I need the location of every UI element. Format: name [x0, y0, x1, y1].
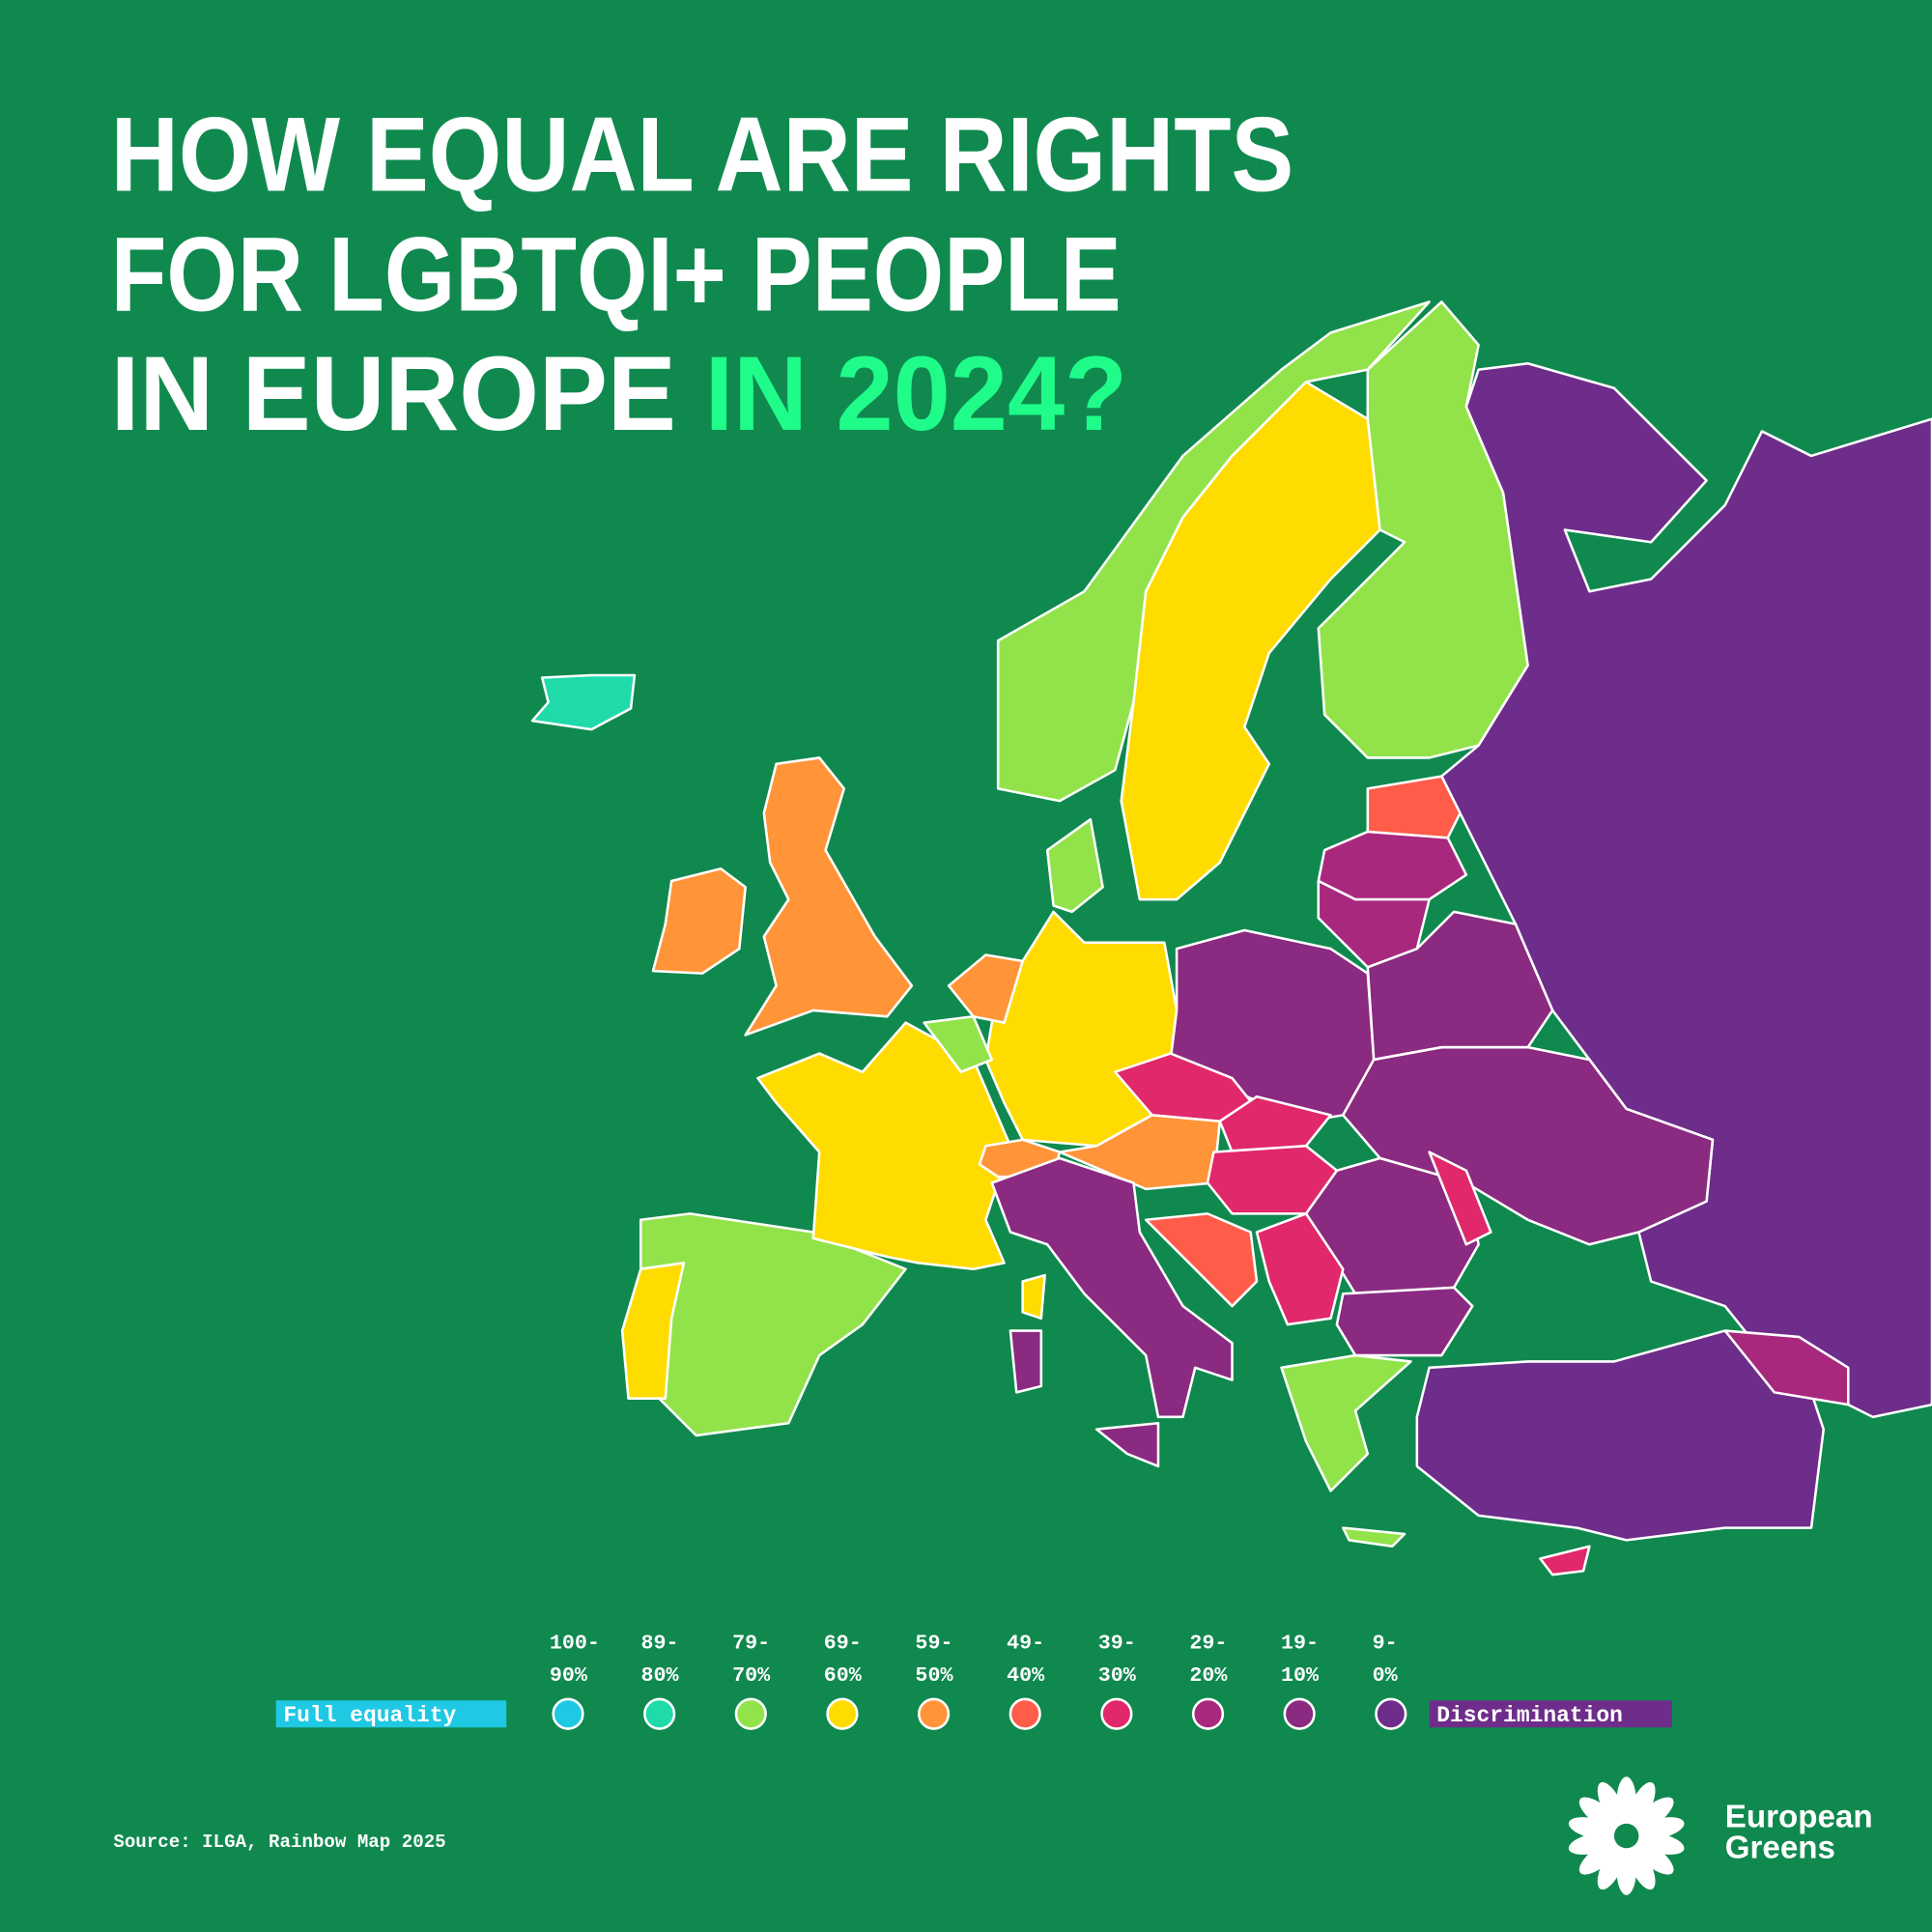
country — [1539, 1545, 1591, 1577]
legend-swatch — [1100, 1697, 1133, 1730]
legend-swatch — [1191, 1697, 1225, 1730]
legend-swatch — [1375, 1697, 1407, 1730]
country — [1120, 381, 1381, 901]
legend-bin-label: 69- — [824, 1632, 862, 1656]
country — [620, 1262, 686, 1400]
country — [1415, 1329, 1826, 1542]
legend-bin-label: 89- — [641, 1632, 679, 1656]
legend-swatch — [1009, 1697, 1041, 1730]
legend-bin-label: 39- — [1098, 1632, 1136, 1656]
legend-bin-label: 59- — [915, 1632, 952, 1656]
country — [990, 1156, 1234, 1419]
country — [947, 953, 1024, 1024]
title-line: IN EUROPE — [111, 335, 676, 453]
country — [1045, 817, 1104, 914]
country — [1280, 1353, 1412, 1492]
legend-bin-label: 9- — [1373, 1632, 1398, 1656]
country — [1021, 1273, 1046, 1321]
logo-flower — [1568, 1776, 1685, 1895]
country — [923, 1015, 994, 1073]
country — [1218, 1094, 1332, 1153]
country — [1342, 1526, 1406, 1548]
legend-bin-label: 29- — [1189, 1632, 1227, 1656]
legend-bin-label: 60% — [824, 1663, 863, 1688]
country — [1366, 775, 1462, 839]
title-line: FOR LGBTQI+ PEOPLE — [111, 215, 1122, 333]
country — [1723, 1329, 1850, 1406]
country — [744, 756, 914, 1037]
country — [651, 867, 747, 975]
country — [1144, 1212, 1259, 1308]
country — [1317, 300, 1529, 759]
legend-high-box — [1429, 1700, 1672, 1728]
legend: Full equality Discrimination 100- 90% 89- 8… — [275, 1632, 1672, 1730]
legend-bin-label: 40% — [1007, 1663, 1045, 1688]
logo-petal — [1633, 1797, 1674, 1833]
country — [1094, 1421, 1160, 1468]
logo-text: Greens — [1725, 1830, 1835, 1865]
legend-low-box — [275, 1700, 507, 1728]
legend-bin-label: 20% — [1189, 1663, 1228, 1688]
legend-bin-label: 70% — [732, 1663, 771, 1688]
country — [1335, 1286, 1474, 1357]
country — [530, 673, 637, 731]
logo-petal — [1633, 1839, 1674, 1875]
legend-low-label: Full equality — [283, 1703, 456, 1728]
title-highlight: IN 2024? — [705, 335, 1128, 453]
legend-bin-label: 10% — [1281, 1663, 1320, 1688]
country — [1255, 1212, 1345, 1326]
logo-petal — [1597, 1781, 1626, 1828]
legend-bin-label: 49- — [1007, 1632, 1044, 1656]
title-line: HOW EQUAL ARE RIGHTS — [111, 97, 1293, 214]
title-line: IN EUROPE IN 2024? — [111, 335, 1127, 453]
title: HOW EQUAL ARE RIGHTS FOR LGBTQI+ PEOPLE … — [111, 97, 1293, 453]
country — [1009, 1329, 1043, 1394]
logo-petal — [1578, 1797, 1620, 1833]
legend-swatch — [1283, 1697, 1316, 1730]
source: Source: ILGA, Rainbow Map 2025 — [113, 1832, 445, 1853]
country — [1428, 1151, 1492, 1246]
legend-bin-label: 79- — [732, 1632, 770, 1656]
legend-bin-label: 19- — [1281, 1632, 1319, 1656]
legend-high-label: Discrimination — [1436, 1703, 1623, 1728]
logo-center — [1613, 1823, 1639, 1849]
legend-swatch — [917, 1697, 951, 1730]
legend-bin-label: 80% — [641, 1663, 680, 1688]
legend-bin-label: 50% — [915, 1663, 953, 1688]
legend-swatch — [734, 1697, 767, 1730]
logo-petal — [1627, 1844, 1656, 1890]
logo-petal — [1597, 1844, 1626, 1890]
legend-bin-label: 100- — [550, 1632, 600, 1656]
map — [530, 300, 1932, 1577]
logo-petal — [1578, 1839, 1620, 1875]
legend-bin-label: 0% — [1373, 1663, 1399, 1688]
legend-bin-label: 30% — [1098, 1663, 1137, 1688]
country — [756, 1021, 1012, 1271]
legend-swatch — [552, 1697, 584, 1730]
logo-petal — [1627, 1781, 1656, 1828]
logo-text: European — [1725, 1800, 1873, 1835]
legend-bin-label: 90% — [550, 1663, 588, 1688]
legend-swatch — [643, 1697, 676, 1730]
logo: European Greens — [1568, 1776, 1873, 1895]
legend-swatch — [826, 1697, 859, 1730]
